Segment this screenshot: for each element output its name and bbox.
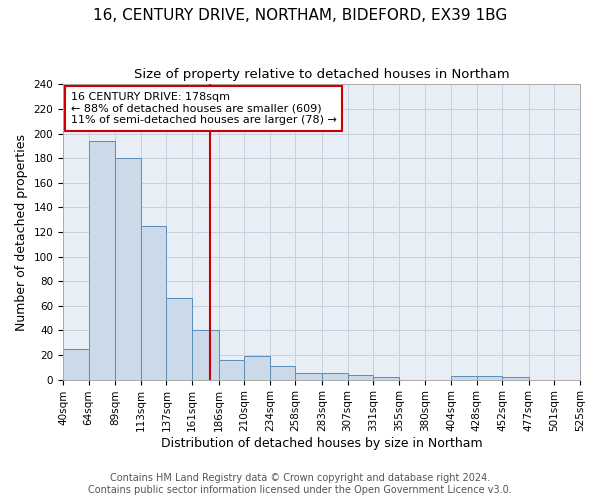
Text: 16 CENTURY DRIVE: 178sqm
← 88% of detached houses are smaller (609)
11% of semi-: 16 CENTURY DRIVE: 178sqm ← 88% of detach… bbox=[71, 92, 337, 125]
Bar bbox=[192, 330, 218, 380]
Bar bbox=[451, 376, 476, 380]
Y-axis label: Number of detached properties: Number of detached properties bbox=[15, 134, 28, 330]
Bar bbox=[322, 374, 347, 380]
Bar bbox=[141, 226, 166, 380]
Bar bbox=[63, 349, 89, 380]
Bar bbox=[244, 356, 270, 380]
X-axis label: Distribution of detached houses by size in Northam: Distribution of detached houses by size … bbox=[161, 437, 482, 450]
Bar bbox=[166, 298, 192, 380]
Bar bbox=[476, 376, 502, 380]
Bar bbox=[115, 158, 141, 380]
Bar bbox=[295, 374, 322, 380]
Text: Contains HM Land Registry data © Crown copyright and database right 2024.
Contai: Contains HM Land Registry data © Crown c… bbox=[88, 474, 512, 495]
Bar bbox=[502, 377, 529, 380]
Bar bbox=[270, 366, 295, 380]
Bar bbox=[347, 374, 373, 380]
Title: Size of property relative to detached houses in Northam: Size of property relative to detached ho… bbox=[134, 68, 509, 80]
Bar bbox=[373, 377, 399, 380]
Bar bbox=[89, 141, 115, 380]
Text: 16, CENTURY DRIVE, NORTHAM, BIDEFORD, EX39 1BG: 16, CENTURY DRIVE, NORTHAM, BIDEFORD, EX… bbox=[93, 8, 507, 22]
Bar bbox=[218, 360, 244, 380]
